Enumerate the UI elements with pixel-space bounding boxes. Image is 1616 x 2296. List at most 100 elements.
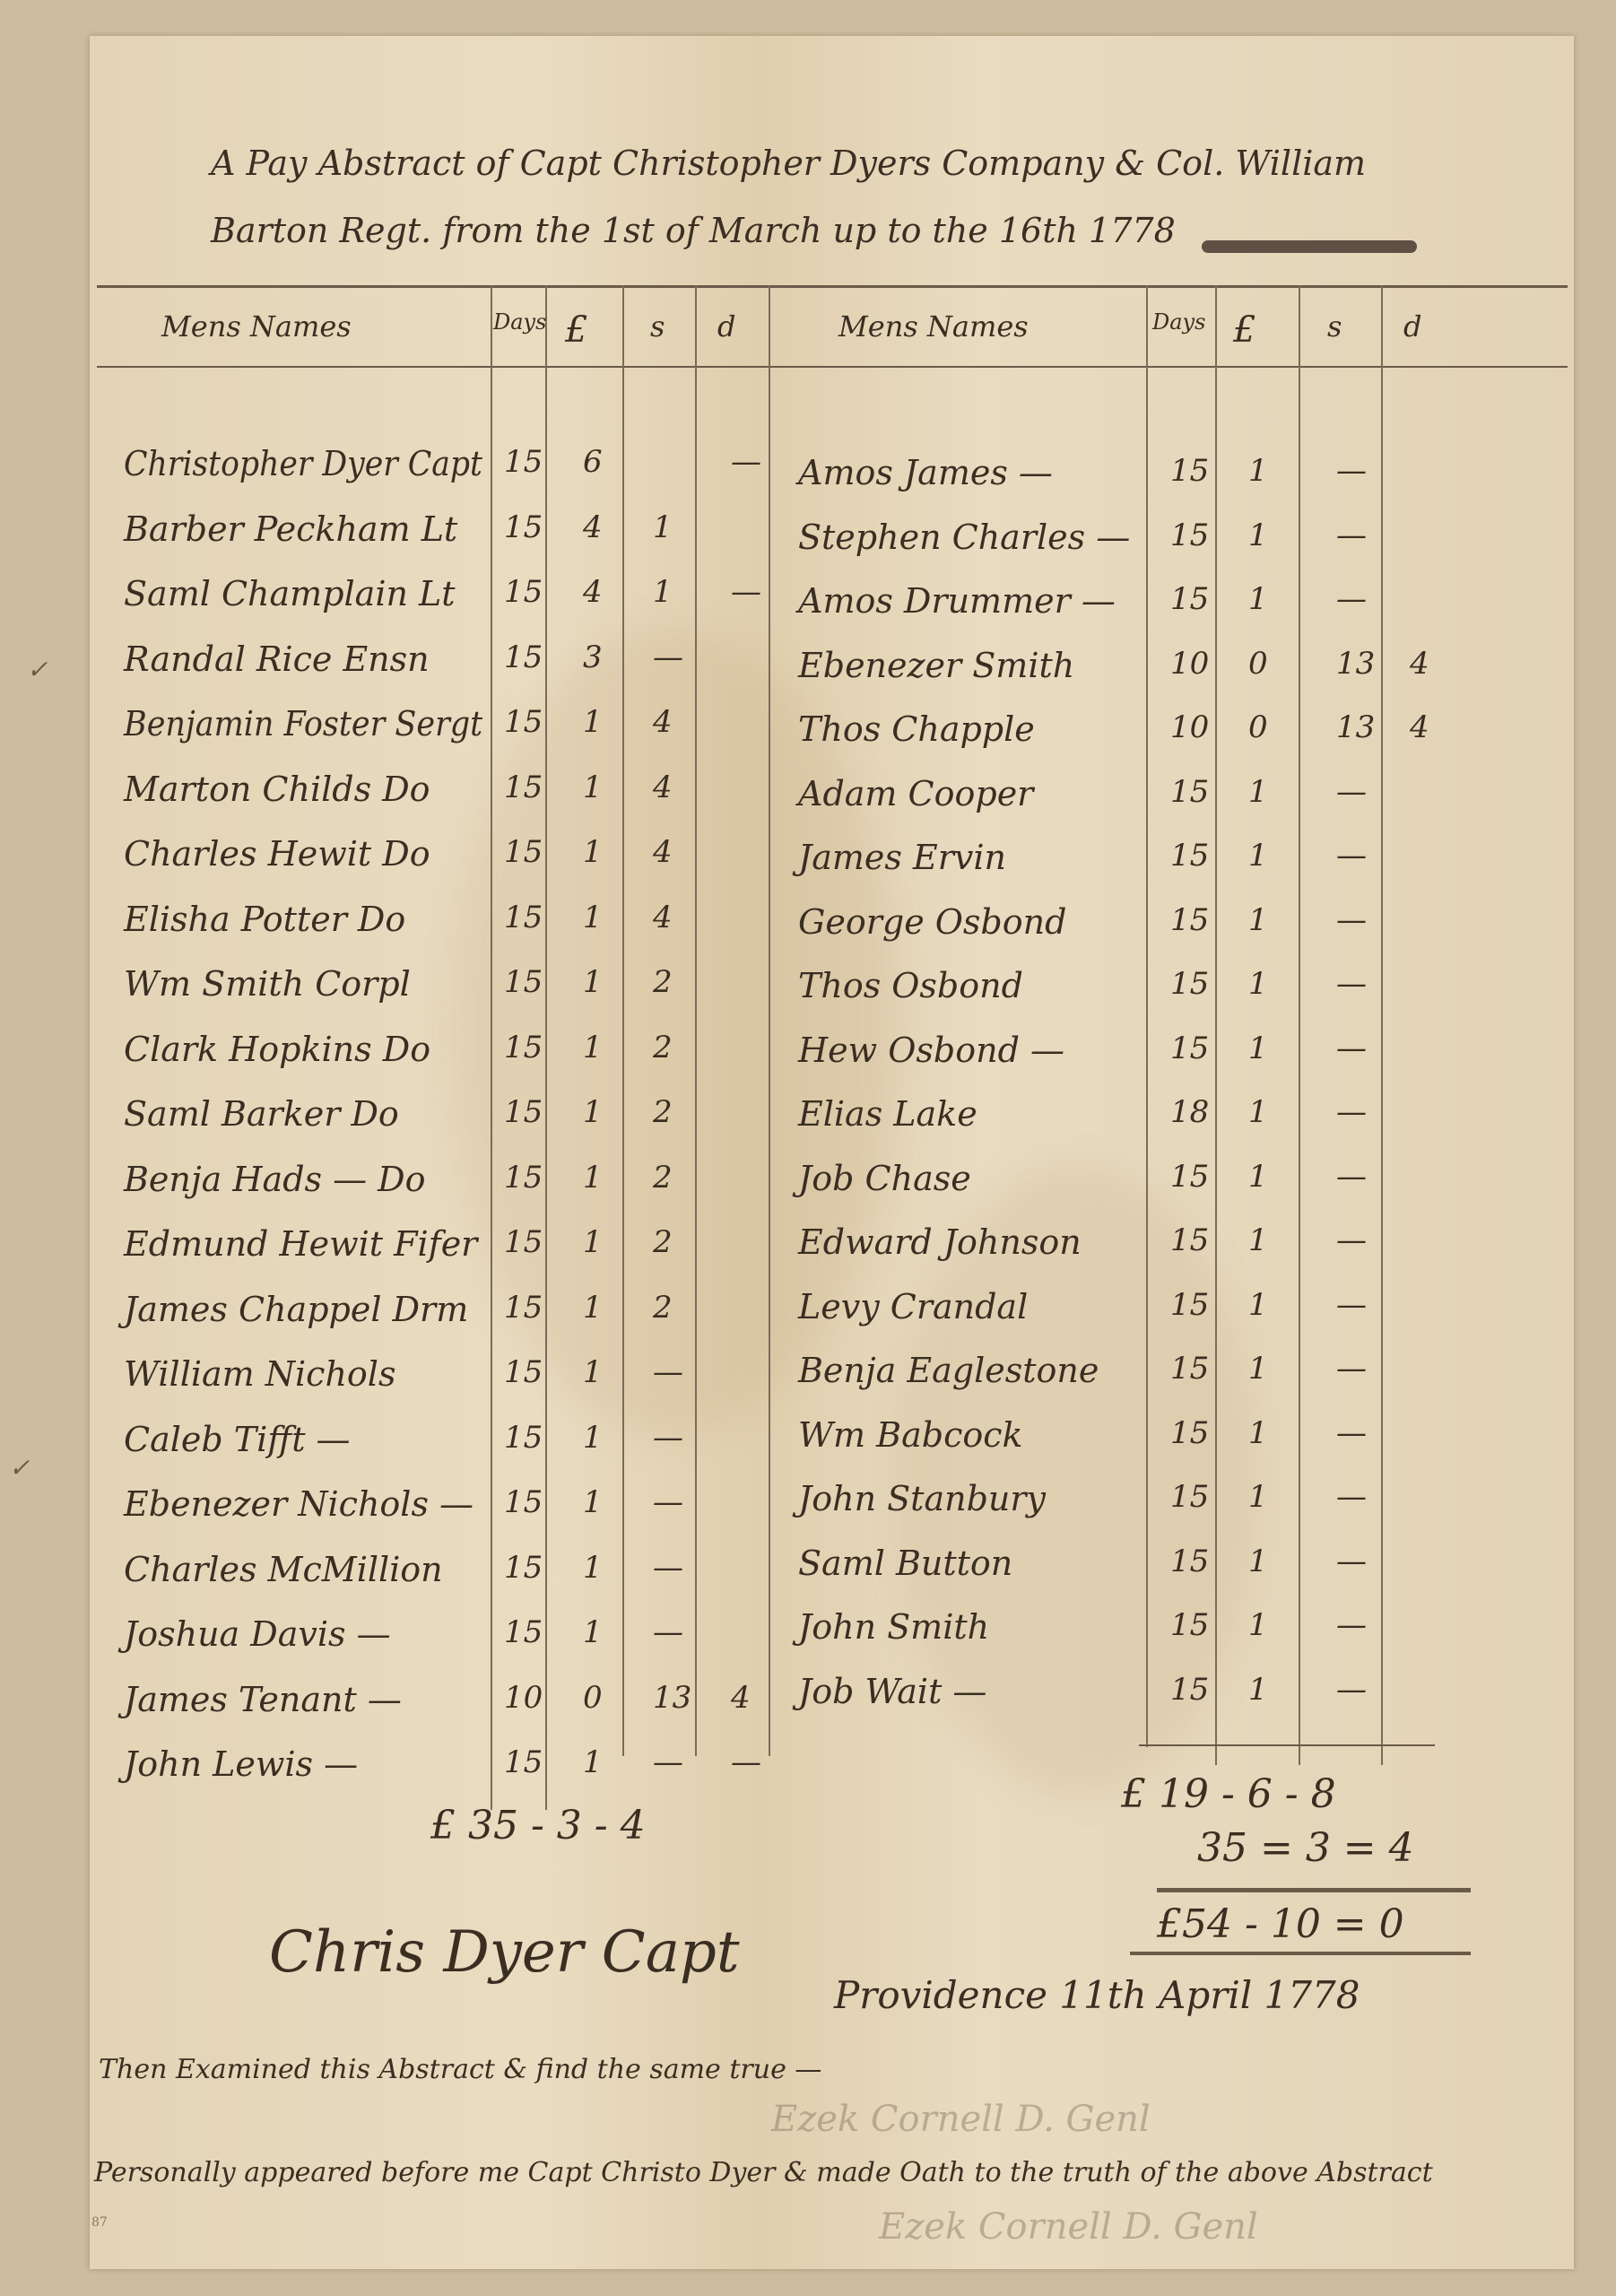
days-cell: 15 (1170, 581, 1210, 617)
days-cell: 15 (504, 1224, 543, 1260)
shillings-cell: — (1336, 1414, 1367, 1451)
pounds-cell: 1 (583, 769, 603, 805)
pounds-cell: 1 (583, 704, 603, 740)
days-cell: 15 (504, 1354, 543, 1390)
shillings-cell: 13 (1336, 645, 1376, 682)
pounds-cell: 1 (1248, 901, 1268, 938)
table-row: Saml Barker Do 15 1 2 (0, 1094, 1616, 1148)
pence-cell: 4 (731, 1679, 751, 1716)
place-date: Providence 11th April 1778 (834, 1973, 1360, 2017)
pounds-cell: 3 (583, 639, 603, 675)
examined-note: Then Examined this Abstract & find the s… (99, 2054, 822, 2085)
name-cell: James Chappel Drm (124, 1289, 469, 1329)
shillings-cell: — (1336, 1543, 1367, 1579)
name-cell: Clark Hopkins Do (124, 1029, 431, 1069)
days-cell: 15 (1170, 773, 1210, 810)
table-top-rule (97, 285, 1568, 288)
document-page (90, 36, 1574, 2269)
table-row: Wm Smith Corpl 15 1 2 (0, 964, 1616, 1018)
table-row: William Nichols 15 1 — (0, 1354, 1616, 1408)
pounds-cell: 6 (583, 444, 603, 480)
column-rule (1299, 285, 1300, 1765)
shillings-cell: — (1336, 517, 1367, 553)
shillings-cell: 4 (653, 899, 673, 935)
grand-total-rule (1157, 1888, 1471, 1892)
shillings-cell: 1 (653, 574, 673, 610)
pounds-cell: 1 (1248, 1222, 1268, 1258)
days-cell: 15 (504, 639, 543, 675)
pounds-cell: 4 (583, 509, 603, 545)
name-cell: Amos Drummer — (798, 581, 1116, 621)
name-cell: John Smith (798, 1607, 990, 1647)
days-cell: 10 (504, 1679, 543, 1716)
shillings-cell: 2 (653, 1289, 673, 1326)
pounds-cell: 1 (1248, 1414, 1268, 1451)
left-total: £ 35 - 3 - 4 (430, 1803, 646, 1848)
page-number: 87 (91, 2215, 108, 2230)
table-row: Ebenezer Nichols — 15 1 — (0, 1484, 1616, 1538)
table-row: John Lewis — 15 1 — — (0, 1744, 1616, 1798)
shillings-cell: — (653, 1744, 683, 1780)
right-header-days: Days (1152, 309, 1206, 335)
name-cell: James Ervin (798, 838, 1006, 877)
name-cell: Job Chase (798, 1158, 971, 1198)
pounds-cell: 1 (583, 1354, 603, 1390)
days-cell: 15 (1170, 1286, 1210, 1323)
pounds-cell: 1 (583, 1744, 603, 1780)
days-cell: 15 (504, 1614, 543, 1650)
table-row: Levy Crandal 15 1 — (0, 1287, 1616, 1341)
table-row: Edmund Hewit Fifer 15 1 2 (0, 1224, 1616, 1278)
pounds-cell: 1 (583, 1289, 603, 1326)
name-cell: John Stanbury (798, 1479, 1047, 1518)
pounds-cell: 1 (1248, 966, 1268, 1002)
name-cell: Stephen Charles — (798, 517, 1131, 557)
pounds-cell: 1 (1248, 1351, 1268, 1387)
days-cell: 15 (504, 1029, 543, 1065)
table-row: George Osbond 15 1 — (0, 902, 1616, 956)
shillings-cell: — (653, 1614, 683, 1650)
name-cell: Edmund Hewit Fifer (124, 1224, 478, 1264)
shillings-cell: — (1336, 1222, 1367, 1258)
days-cell: 15 (1170, 1543, 1210, 1579)
name-cell: Benja Eaglestone (798, 1351, 1099, 1390)
right-header-pounds: £ (1233, 309, 1256, 351)
name-cell: Benjamin Foster Sergt (124, 704, 483, 744)
pounds-cell: 0 (1248, 709, 1268, 745)
table-row: Barber Peckham Lt 15 4 1 (0, 509, 1616, 563)
shillings-cell: 2 (653, 1094, 673, 1130)
shillings-cell: — (1336, 453, 1367, 489)
pounds-cell: 1 (1248, 773, 1268, 810)
days-cell: 15 (504, 704, 543, 740)
column-rule (769, 285, 770, 1756)
days-cell: 15 (504, 574, 543, 610)
days-cell: 15 (504, 509, 543, 545)
shillings-cell: 2 (653, 1224, 673, 1260)
pounds-cell: 1 (1248, 453, 1268, 489)
pounds-cell: 1 (583, 1094, 603, 1130)
shillings-cell: 13 (1336, 709, 1376, 745)
table-row: Clark Hopkins Do 15 1 2 (0, 1030, 1616, 1083)
days-cell: 15 (504, 444, 543, 480)
shillings-cell: 1 (653, 509, 673, 545)
carried-total: 35 = 3 = 4 (1197, 1825, 1414, 1871)
pounds-cell: 1 (583, 1159, 603, 1196)
name-cell: Thos Osbond (798, 966, 1023, 1005)
days-cell: 15 (504, 1484, 543, 1520)
pounds-cell: 1 (1248, 1671, 1268, 1708)
name-cell: Saml Button (798, 1543, 1013, 1583)
table-row: Caleb Tifft — 15 1 — (0, 1420, 1616, 1474)
ink-blot (1202, 240, 1417, 253)
column-rule (695, 285, 697, 1756)
name-cell: Amos James — (798, 453, 1053, 492)
days-cell: 15 (504, 964, 543, 1000)
table-row: Elisha Potter Do 15 1 4 (0, 900, 1616, 953)
days-cell: 15 (1170, 1351, 1210, 1387)
days-cell: 15 (504, 834, 543, 870)
shillings-cell: — (1336, 1671, 1367, 1708)
table-row: Marton Childs Do 15 1 4 (0, 770, 1616, 823)
table-row: Amos James — 15 1 — (0, 453, 1616, 507)
shillings-cell: — (653, 1484, 683, 1520)
table-row: Elias Lake 18 1 — (0, 1094, 1616, 1148)
days-cell: 15 (1170, 1414, 1210, 1451)
table-row: Benja Eaglestone 15 1 — (0, 1351, 1616, 1405)
